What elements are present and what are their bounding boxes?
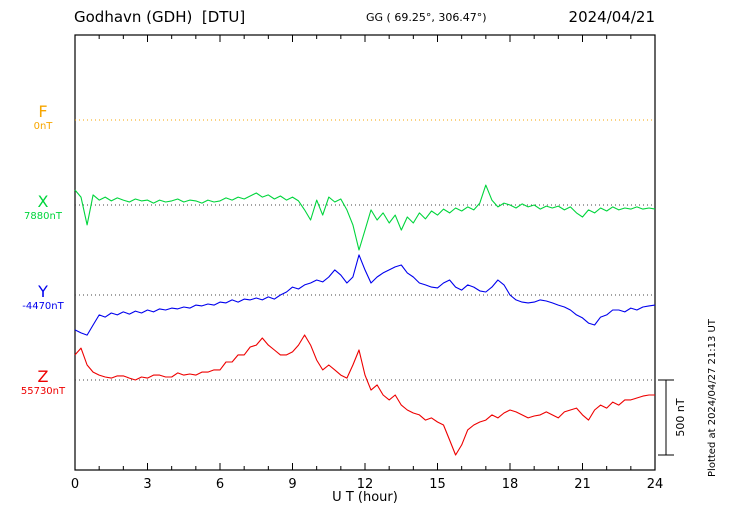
gg-coordinates: GG ( 69.25°, 306.47°)	[366, 11, 487, 24]
component-letter-y: Y	[38, 282, 48, 301]
x-tick-label: 21	[574, 477, 591, 492]
component-baseline-x: 7880nT	[24, 211, 62, 222]
component-letter-f: F	[38, 102, 48, 121]
x-tick-label: 9	[288, 477, 296, 492]
plotted-at-note: Plotted at 2024/04/27 21:13 UT	[707, 318, 718, 477]
x-tick-label: 0	[71, 477, 79, 492]
x-tick-label: 24	[647, 477, 664, 492]
trace-Z	[74, 334, 655, 456]
component-label-y: Y -4470nT	[16, 283, 70, 313]
component-label-x: X 7880nT	[16, 193, 70, 223]
trace-Y	[74, 254, 656, 336]
x-axis-title: U T (hour)	[332, 490, 398, 505]
component-label-z: Z 55730nT	[16, 368, 70, 398]
component-label-f: F 0nT	[16, 103, 70, 133]
component-letter-z: Z	[37, 367, 49, 386]
component-baseline-y: -4470nT	[22, 301, 64, 312]
station-title: Godhavn (GDH) [DTU]	[74, 8, 246, 26]
component-baseline-z: 55730nT	[20, 386, 66, 397]
x-tick-label: 12	[357, 477, 374, 492]
x-tick-label: 15	[429, 477, 446, 492]
component-letter-x: X	[37, 192, 49, 211]
plot-border	[74, 34, 656, 471]
plot-date: 2024/04/21	[568, 8, 655, 26]
x-tick-label: 18	[502, 477, 519, 492]
trace-X	[74, 184, 656, 251]
x-tick-label: 6	[216, 477, 224, 492]
x-tick-label: 3	[143, 477, 151, 492]
component-baseline-f: 0nT	[33, 121, 53, 132]
scale-bar-label: 500 nT	[674, 398, 687, 436]
